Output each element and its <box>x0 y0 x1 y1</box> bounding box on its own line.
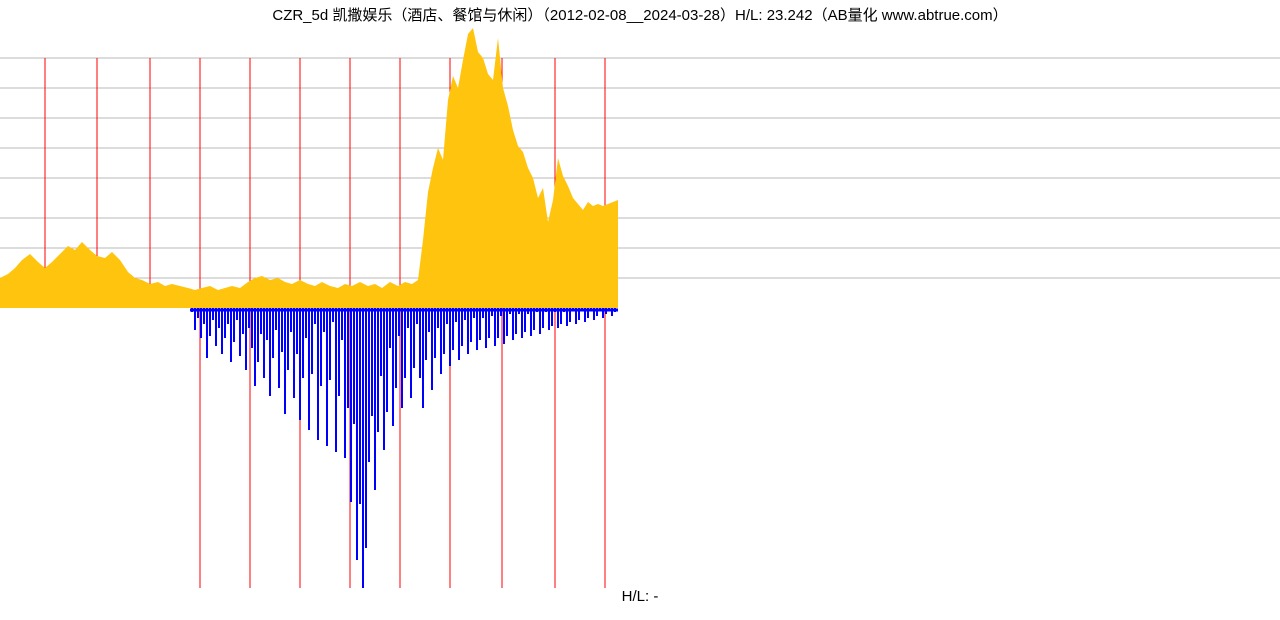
chart-title: CZR_5d 凯撒娱乐（酒店、餐馆与休闲）（2012-02-08__2024-0… <box>0 0 1280 28</box>
chart-svg <box>0 28 1280 588</box>
chart-footer: H/L: - <box>0 588 1280 618</box>
chart-area <box>0 28 1280 588</box>
